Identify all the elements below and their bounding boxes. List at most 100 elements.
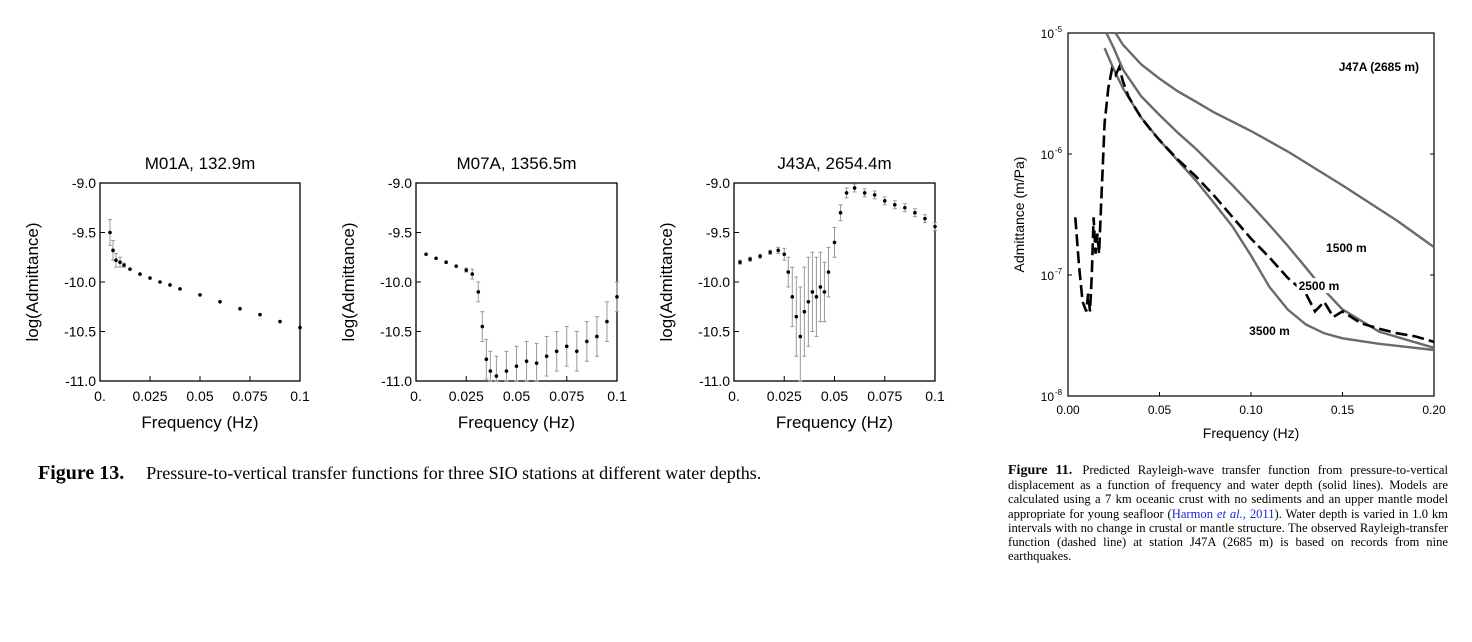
p0-y-tick-label: -9.0: [72, 175, 96, 191]
p0-x-tick-label: 0.025: [132, 388, 167, 404]
p0-data-point: [108, 230, 112, 235]
p1-data-point: [544, 354, 549, 359]
p1-y-tick-label: -9.5: [388, 225, 412, 241]
p0-data-point: [138, 272, 142, 276]
p1-data-point: [470, 272, 475, 276]
p0-data-point: [148, 276, 152, 280]
p3-depth-label: 1500 m: [1326, 241, 1367, 255]
p1-x-axis-label: Frequency (Hz): [458, 413, 575, 432]
p3-x-tick-label: 0.05: [1148, 403, 1172, 417]
figure-11-caption: Figure 11. Predicted Rayleigh-wave transf…: [1008, 463, 1448, 563]
p0-data-point: [158, 280, 162, 284]
p1-data-point: [595, 334, 599, 339]
p0-y-tick-label: -11.0: [65, 373, 96, 389]
p3-x-tick-label: 0.10: [1239, 403, 1263, 417]
figure-11-text-1: Predicted Rayleigh-wave transfer functio…: [1008, 463, 1449, 521]
p2-data-point: [810, 290, 815, 294]
p1-data-point: [488, 369, 493, 373]
p1-data-point: [476, 290, 481, 294]
p1-data-point: [534, 361, 539, 365]
p2-data-point: [852, 186, 857, 190]
p2-data-point: [776, 248, 781, 253]
p2-data-point: [822, 290, 827, 294]
figure-11-label: Figure 11.: [1008, 463, 1073, 478]
p3-y-tick-exp: -7: [1055, 267, 1063, 276]
p1-data-point: [524, 359, 529, 364]
p0-data-point: [168, 283, 172, 287]
p1-chart-title: M07A, 1356.5m: [456, 154, 576, 173]
p0-x-axis-label: Frequency (Hz): [141, 413, 258, 432]
p1-y-tick-label: -10.5: [380, 324, 412, 340]
p1-x-tick-label: 0.075: [549, 388, 584, 404]
p2-chart-title: J43A, 2654.4m: [777, 154, 891, 173]
p3-x-tick-label: 0.20: [1422, 403, 1446, 417]
p0-data-point: [118, 260, 122, 265]
p1-data-point: [444, 260, 448, 265]
p1-data-point: [434, 256, 438, 261]
p2-data-point: [818, 285, 823, 289]
p0-x-tick-label: 0.1: [290, 388, 310, 404]
p2-y-tick-label: -9.5: [706, 225, 730, 241]
p0-data-point: [178, 287, 182, 291]
p1-data-point: [424, 252, 428, 257]
p0-y-tick-label: -10.5: [64, 324, 96, 340]
p2-x-tick-label: 0.025: [767, 388, 802, 404]
p2-data-point: [923, 216, 927, 221]
p2-data-point: [782, 252, 787, 257]
p1-y-tick-label: -10.0: [380, 274, 412, 290]
p1-data-point: [554, 349, 559, 354]
p2-data-point: [798, 334, 803, 339]
p1-data-point: [585, 339, 589, 344]
p2-data-point: [826, 270, 831, 274]
p0-data-point: [111, 248, 115, 253]
p2-data-point: [758, 254, 762, 259]
p2-data-point: [832, 240, 837, 245]
citation-link[interactable]: Harmon et al., 2011: [1172, 507, 1275, 521]
p3-model-line-0: [1114, 32, 1435, 249]
p0-data-point: [128, 267, 132, 271]
citation-etal: et al.: [1216, 506, 1243, 521]
p1-x-tick-label: 0.: [410, 388, 422, 404]
p3-y-tick-exp: -5: [1055, 25, 1063, 34]
p0-y-tick-label: -10.0: [64, 274, 96, 290]
p0-data-point: [114, 258, 118, 263]
p2-x-tick-label: 0.: [728, 388, 740, 404]
p2-x-tick-label: 0.05: [821, 388, 848, 404]
p1-data-point: [464, 268, 469, 272]
p2-data-point: [806, 300, 811, 304]
p1-y-tick-label: -9.0: [388, 175, 412, 191]
p2-data-point: [790, 295, 795, 299]
p1-data-point: [615, 295, 619, 299]
p2-data-point: [893, 202, 897, 207]
p3-x-tick-label: 0.15: [1331, 403, 1355, 417]
p2-y-axis-label: log(Admittance): [657, 222, 676, 341]
citation-year: , 2011: [1242, 506, 1275, 521]
p1-data-point: [514, 364, 519, 368]
p1-x-tick-label: 0.025: [449, 388, 484, 404]
p1-data-point: [605, 319, 609, 324]
p1-x-tick-label: 0.05: [503, 388, 530, 404]
figure-11-text-2: ). Water depth is varied in 1.0 km inter…: [1008, 506, 1448, 564]
p2-data-point: [844, 191, 849, 195]
p3-x-axis-label: Frequency (Hz): [1203, 425, 1299, 441]
p3-y-tick-base: 10: [1041, 269, 1055, 283]
p2-y-tick-label: -11.0: [699, 373, 730, 389]
p3-y-tick-base: 10: [1041, 148, 1055, 162]
p0-data-point: [122, 263, 126, 267]
p3-y-tick-exp: -6: [1055, 146, 1063, 155]
p3-y-axis-label: Admittance (m/Pa): [1011, 157, 1027, 273]
p3-y-tick-exp: -8: [1055, 388, 1063, 397]
p0-x-tick-label: 0.075: [232, 388, 267, 404]
p2-data-point: [748, 257, 752, 262]
p2-data-point: [738, 260, 742, 265]
p3-y-tick-base: 10: [1041, 390, 1055, 404]
p2-data-point: [794, 314, 799, 319]
p0-data-point: [298, 325, 302, 330]
p0-data-point: [278, 319, 282, 324]
p3-depth-label: 3500 m: [1249, 324, 1290, 338]
p2-y-tick-label: -9.0: [706, 175, 730, 191]
p1-data-point: [494, 374, 499, 378]
p3-model-line-1: [1105, 32, 1435, 349]
p0-y-axis-label: log(Admittance): [23, 222, 42, 341]
